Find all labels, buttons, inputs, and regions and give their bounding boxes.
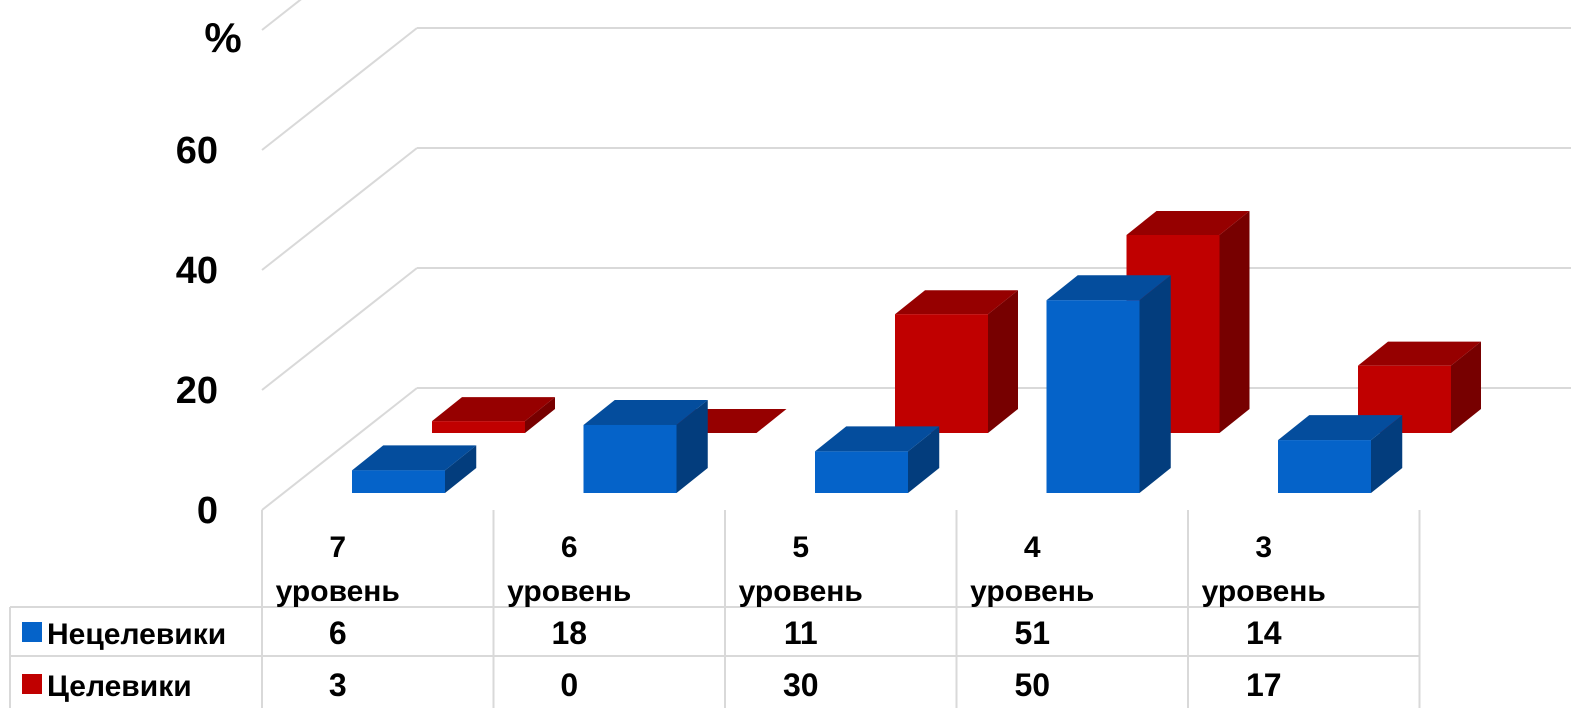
legend-swatch (22, 622, 42, 642)
data-label: 17 (1246, 667, 1282, 703)
data-label: 51 (1014, 615, 1050, 651)
bar (583, 399, 708, 493)
data-label: 3 (329, 667, 347, 703)
y-unit-label: % (204, 14, 241, 61)
data-label: 50 (1014, 667, 1050, 703)
legend-swatch (22, 674, 42, 694)
grid-diagonal (261, 0, 302, 31)
y-tick-label: 20 (176, 370, 218, 412)
legend-entry: Нецелевики (47, 618, 226, 651)
data-label: 6 (329, 615, 347, 651)
x-tick-label: уровень (970, 575, 1094, 608)
bar (895, 290, 1018, 433)
y-axis: % 0 20 40 60 (176, 14, 242, 532)
grid-diagonal (261, 27, 418, 151)
x-tick-label: 6 (561, 531, 578, 564)
data-label: 11 (784, 615, 818, 651)
bar (432, 397, 555, 433)
x-tick-label: 5 (792, 531, 809, 564)
data-label: 18 (551, 615, 587, 651)
x-tick-label: уровень (507, 575, 631, 608)
legend-entry: Целевики (47, 670, 192, 703)
bar (1278, 415, 1403, 493)
x-tick-label: 4 (1024, 531, 1041, 564)
bars (352, 211, 1481, 493)
data-label: 0 (560, 667, 578, 703)
bar (352, 445, 477, 493)
x-tick-label: 7 (329, 531, 346, 564)
x-tick-label: 3 (1255, 531, 1272, 564)
grid-diagonal (261, 267, 418, 391)
data-label: 14 (1246, 615, 1282, 651)
y-tick-label: 0 (197, 490, 218, 532)
grid-diagonal (261, 147, 418, 271)
bar (815, 426, 940, 493)
y-tick-label: 40 (176, 250, 218, 292)
grid-diagonal (261, 387, 418, 511)
data-table: 7 уровень 6 уровень 5 уровень 4 уровень 3 уровень… (9, 510, 1421, 708)
bar (1046, 275, 1171, 493)
x-tick-label: уровень (739, 575, 863, 608)
y-tick-label: 60 (176, 130, 218, 172)
x-tick-label: уровень (276, 575, 400, 608)
data-label: 30 (783, 667, 819, 703)
x-tick-label: уровень (1202, 575, 1326, 608)
